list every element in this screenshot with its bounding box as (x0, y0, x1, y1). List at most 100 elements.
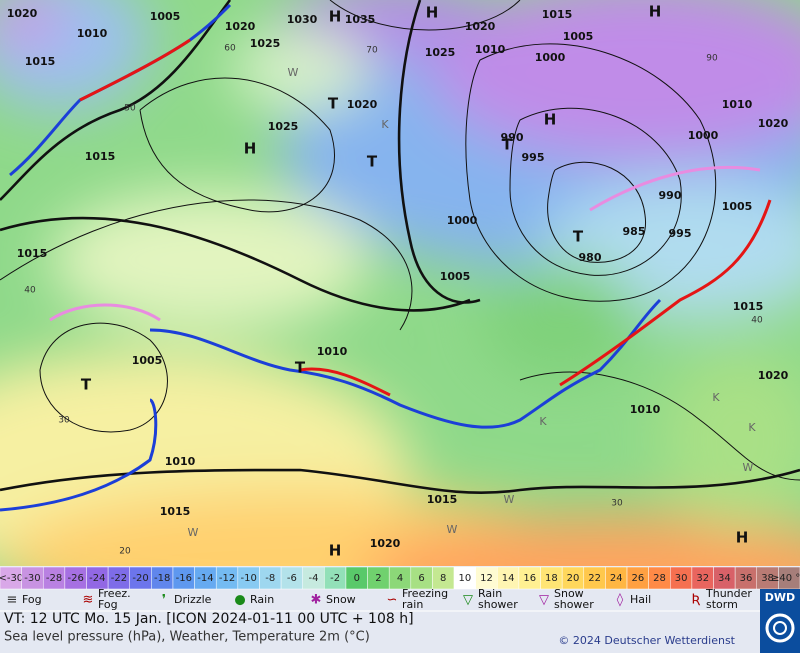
isobar-label: 995 (522, 151, 545, 164)
weather-label: Thunder (705, 587, 752, 600)
isobar-label: 1000 (688, 129, 719, 142)
scale-label: 4 (397, 573, 403, 584)
isobar-label: 1010 (475, 43, 506, 56)
scale-label: 14 (502, 573, 515, 584)
weather-symbol: ❜ (162, 593, 166, 608)
scale-label: 24 (610, 573, 623, 584)
isobar-label: 1025 (250, 37, 281, 50)
weather-label: shower (478, 598, 518, 611)
scale-label: -10 (240, 573, 256, 584)
pressure-center: H (544, 111, 557, 129)
weather-label: storm (706, 598, 738, 611)
scale-label: -22 (111, 573, 127, 584)
scale-label: -16 (176, 573, 192, 584)
isobar-label: 1005 (563, 30, 594, 43)
scale-label: 26 (631, 573, 644, 584)
scale-label: 18 (545, 573, 558, 584)
isobar-label: 990 (659, 189, 682, 202)
logo-emblem (765, 613, 795, 643)
scale-label: 34 (718, 573, 731, 584)
isobar-label: 1020 (758, 117, 789, 130)
scale-label: -12 (219, 573, 235, 584)
isotherm-label: 90 (706, 54, 718, 64)
isobar-label: 1025 (268, 120, 299, 133)
weather-symbol: ✱ (311, 593, 322, 608)
weather-symbol: ● (234, 593, 245, 608)
scale-label: 36 (740, 573, 753, 584)
scale-label: -2 (330, 573, 340, 584)
isobar-label: 1000 (535, 51, 566, 64)
isobar-label: 1025 (425, 46, 456, 59)
isobar-label: 1015 (427, 493, 458, 506)
isobar-label: 1020 (758, 369, 789, 382)
isotherm-label: 40 (751, 316, 763, 326)
weather-label: Hail (630, 593, 651, 606)
isobar-label: 990 (501, 131, 524, 144)
weather-symbol: ≋ (83, 593, 94, 608)
isobar-label: 1020 (7, 7, 38, 20)
air-mass-letter: W (447, 523, 458, 536)
scale-label: <-30 (0, 573, 23, 584)
weather-label: shower (554, 598, 594, 611)
weather-label: Drizzle (174, 593, 212, 606)
scale-label: 38 (761, 573, 774, 584)
weather-label: Fog (22, 593, 42, 606)
isobar-label: 1005 (722, 200, 753, 213)
scale-label: 0 (354, 573, 360, 584)
isobar-label: 985 (623, 225, 646, 238)
weather-label: Freez. (98, 587, 131, 600)
scale-label: 10 (458, 573, 471, 584)
scale-label: -14 (197, 573, 213, 584)
logo-emblem-inner (773, 621, 787, 635)
pressure-center: H (736, 529, 749, 547)
pressure-center: T (328, 95, 339, 113)
map-area (0, 0, 800, 566)
isobar-label: 1015 (25, 55, 56, 68)
isotherm-label: 60 (224, 44, 236, 54)
isobar-label: 1010 (77, 27, 108, 40)
isobar-label: 1015 (85, 150, 116, 163)
scale-label: 28 (653, 573, 666, 584)
weather-label: Rain (478, 587, 502, 600)
isobar-label: 1020 (225, 20, 256, 33)
isobar-label: 1015 (542, 8, 573, 21)
isobar-label: 1010 (317, 345, 348, 358)
isobar-label: 1010 (630, 403, 661, 416)
isotherm-label: 30 (58, 416, 70, 426)
weather-symbol: ▽ (463, 593, 473, 608)
air-mass-letter: W (188, 526, 199, 539)
pressure-center: H (244, 140, 257, 158)
weather-label: Snow (554, 587, 584, 600)
weather-symbol: ◊ (617, 593, 624, 608)
weather-label: Fog (98, 598, 118, 611)
scale-label: -18 (154, 573, 170, 584)
pressure-center: H (426, 4, 439, 22)
isobar-label: 1020 (347, 98, 378, 111)
weather-symbol: ≡ (7, 593, 18, 608)
isobar-label: 1005 (150, 10, 181, 23)
scale-label: 32 (696, 573, 709, 584)
weather-label: Freezing (402, 587, 448, 600)
scale-label: 6 (418, 573, 424, 584)
isotherm-label: 20 (119, 547, 131, 557)
air-mass-letter: K (748, 421, 756, 434)
pressure-center: H (649, 3, 662, 21)
scale-label: -24 (89, 573, 105, 584)
air-mass-letter: K (712, 391, 720, 404)
isobar-label: 1015 (733, 300, 764, 313)
pressure-center: T (573, 228, 584, 246)
scale-label: -8 (265, 573, 275, 584)
isobar-label: 1030 (287, 13, 318, 26)
weather-label: Snow (326, 593, 356, 606)
copyright: © 2024 Deutscher Wetterdienst (558, 634, 735, 647)
pressure-center: T (295, 359, 306, 377)
scale-label: -4 (309, 573, 319, 584)
valid-time: VT: 12 UTC Mo. 15 Jan. [ICON 2024-01-11 … (4, 611, 414, 627)
scale-label: 2 (375, 573, 381, 584)
pressure-center: H (329, 8, 342, 26)
weather-symbol: ∽ (387, 593, 398, 608)
air-mass-letter: W (504, 493, 515, 506)
isobar-label: 1005 (132, 354, 163, 367)
